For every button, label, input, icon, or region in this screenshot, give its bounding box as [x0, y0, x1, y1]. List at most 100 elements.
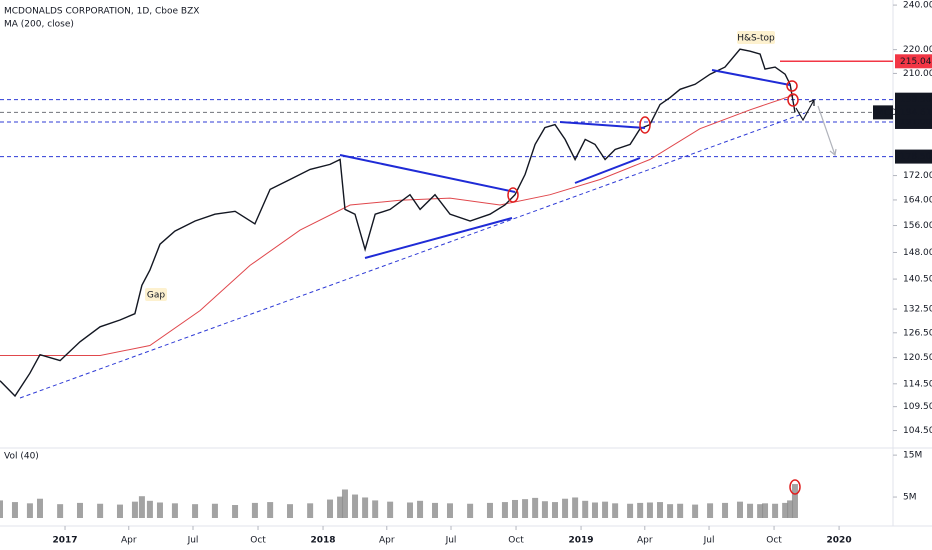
annotation: H&S-top [737, 34, 775, 44]
volume-bar [722, 502, 729, 518]
y-tick-label: 109.50 [903, 402, 932, 412]
trendline [364, 217, 513, 259]
marker-circle [787, 93, 799, 107]
volume-bar [352, 494, 359, 518]
volume-bar [156, 502, 163, 518]
annotation-bg [737, 31, 775, 44]
y-tick-label: 114.50 [903, 379, 932, 389]
volume-bar [57, 504, 64, 518]
volume-bar [192, 504, 199, 518]
volume-bar [131, 501, 138, 518]
x-tick-label: Jul [445, 536, 457, 546]
level-label-bg [895, 149, 932, 164]
volume-bar [541, 501, 548, 518]
trendline [19, 112, 806, 399]
y-tick-label: 126.50 [903, 328, 932, 338]
volume-bar [762, 503, 769, 518]
arrow [817, 105, 836, 156]
volume-bar [486, 502, 493, 518]
y-tick-label: 140.50 [903, 275, 932, 285]
volume-bar [341, 489, 348, 518]
ma-legend: MA (200, close) [4, 20, 74, 30]
marker-circle [507, 187, 519, 203]
volume-bar [707, 503, 714, 518]
level-label: 215.04 [900, 57, 932, 67]
volume-bar [267, 502, 274, 518]
volume-bar [646, 502, 653, 518]
trendline [339, 154, 516, 193]
volume-bar [171, 503, 178, 518]
x-tick-label: Apr [637, 536, 653, 546]
volume-bar [627, 503, 634, 518]
volume-bar [747, 503, 754, 518]
volume-bar [251, 502, 258, 518]
arrow [795, 99, 815, 122]
trendline [559, 121, 646, 129]
x-tick-label: Jul [187, 536, 199, 546]
y-tick-label: 156.00 [903, 221, 932, 231]
volume-bar [582, 500, 589, 518]
last-price-bg [895, 105, 932, 120]
plot [0, 48, 893, 518]
volume-bar [446, 503, 453, 518]
volume-bar [232, 505, 239, 518]
volume-bar [551, 502, 558, 518]
volume-bar [692, 504, 699, 518]
marker-circle [789, 479, 801, 495]
annotation-bg [145, 288, 167, 301]
x-tick-label: Oct [250, 536, 266, 546]
y-tick-label: 210.00 [903, 69, 932, 79]
volume-bar [211, 503, 218, 518]
y-tick-label: 132.50 [903, 305, 932, 315]
volume-bar [26, 503, 33, 518]
marker-circle [786, 80, 798, 92]
volume-bar [372, 500, 379, 518]
volume-bar [467, 503, 474, 518]
x-tick-label: 2017 [52, 536, 77, 546]
volume-bar [432, 502, 439, 518]
arrow-head [808, 99, 815, 106]
volume-bar [501, 502, 508, 518]
volume-bar [667, 504, 674, 518]
y-tick-label: 172.00 [903, 171, 932, 181]
symbol-bg [873, 105, 893, 120]
drawings [19, 69, 837, 495]
volume-bar [791, 484, 798, 518]
marker-circle [639, 116, 651, 134]
chart-title: MCDONALDS CORPORATION, 1D, Cboe BZX [4, 7, 199, 17]
level-label: 178.50 [900, 152, 932, 162]
y-tick-label: 104.50 [903, 426, 932, 436]
volume-bar [406, 502, 413, 518]
trendline [711, 69, 791, 86]
volume-tick-label: 5M [903, 493, 917, 503]
volume-tick-label: 15M [903, 451, 922, 461]
level-label-bg [895, 92, 932, 107]
level-label: 199.50 [900, 95, 932, 105]
x-tick-label: 2019 [569, 536, 594, 546]
x-tick-label: Apr [379, 536, 395, 546]
volume-bar [736, 501, 743, 518]
y-tick-label: 148.00 [903, 248, 932, 258]
volume-bar [417, 500, 424, 518]
trendline [574, 157, 641, 184]
level-label-bg [895, 54, 932, 69]
volume-bar [602, 501, 609, 518]
volume-bar [591, 502, 598, 518]
volume-bar [116, 504, 123, 518]
volume-bar [757, 504, 764, 518]
last-price-label: 194.61 [900, 108, 932, 118]
volume-bar [562, 498, 569, 518]
x-tick-label: 2020 [827, 536, 852, 546]
volume-bar [36, 498, 43, 518]
volume-bar [637, 502, 644, 518]
ma-line [0, 94, 796, 356]
volume-bar [76, 502, 83, 518]
volume-bar [522, 499, 529, 518]
y-tick-label: 164.00 [903, 195, 932, 205]
volume-bar [532, 497, 539, 518]
volume-bar [387, 501, 394, 518]
x-tick-label: Jul [703, 536, 715, 546]
volume-bar [11, 502, 18, 518]
